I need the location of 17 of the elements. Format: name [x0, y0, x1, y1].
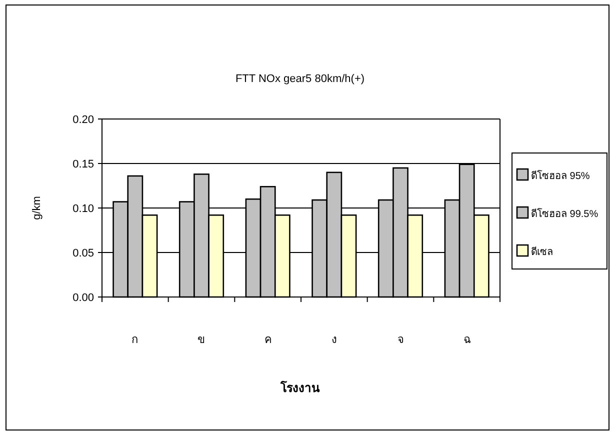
legend-label: ดีเซล	[531, 246, 553, 258]
y-tick-label: 0.00	[72, 292, 94, 304]
x-tick-label: จ	[398, 334, 404, 346]
x-tick-label: ค	[264, 334, 272, 346]
x-tick-label: ฉ	[463, 334, 470, 346]
legend-label: ดีโซฮอล 99.5%	[531, 207, 598, 220]
y-tick-label: 0.15	[72, 158, 94, 170]
y-axis-title: g/km	[31, 196, 43, 220]
x-tick-label: ข	[198, 334, 206, 346]
y-tick-label: 0.20	[72, 114, 94, 126]
y-tick-label: 0.05	[72, 247, 94, 260]
legend-label: ดีโซฮอล 95%	[531, 169, 590, 182]
x-tick-label: ก	[132, 334, 139, 346]
x-axis-title: โรงงาน	[280, 380, 320, 395]
x-tick-label: ง	[332, 334, 337, 346]
y-tick-label: 0.10	[72, 202, 94, 215]
chart-title: FTT NOx gear5 80km/h(+)	[235, 73, 365, 85]
